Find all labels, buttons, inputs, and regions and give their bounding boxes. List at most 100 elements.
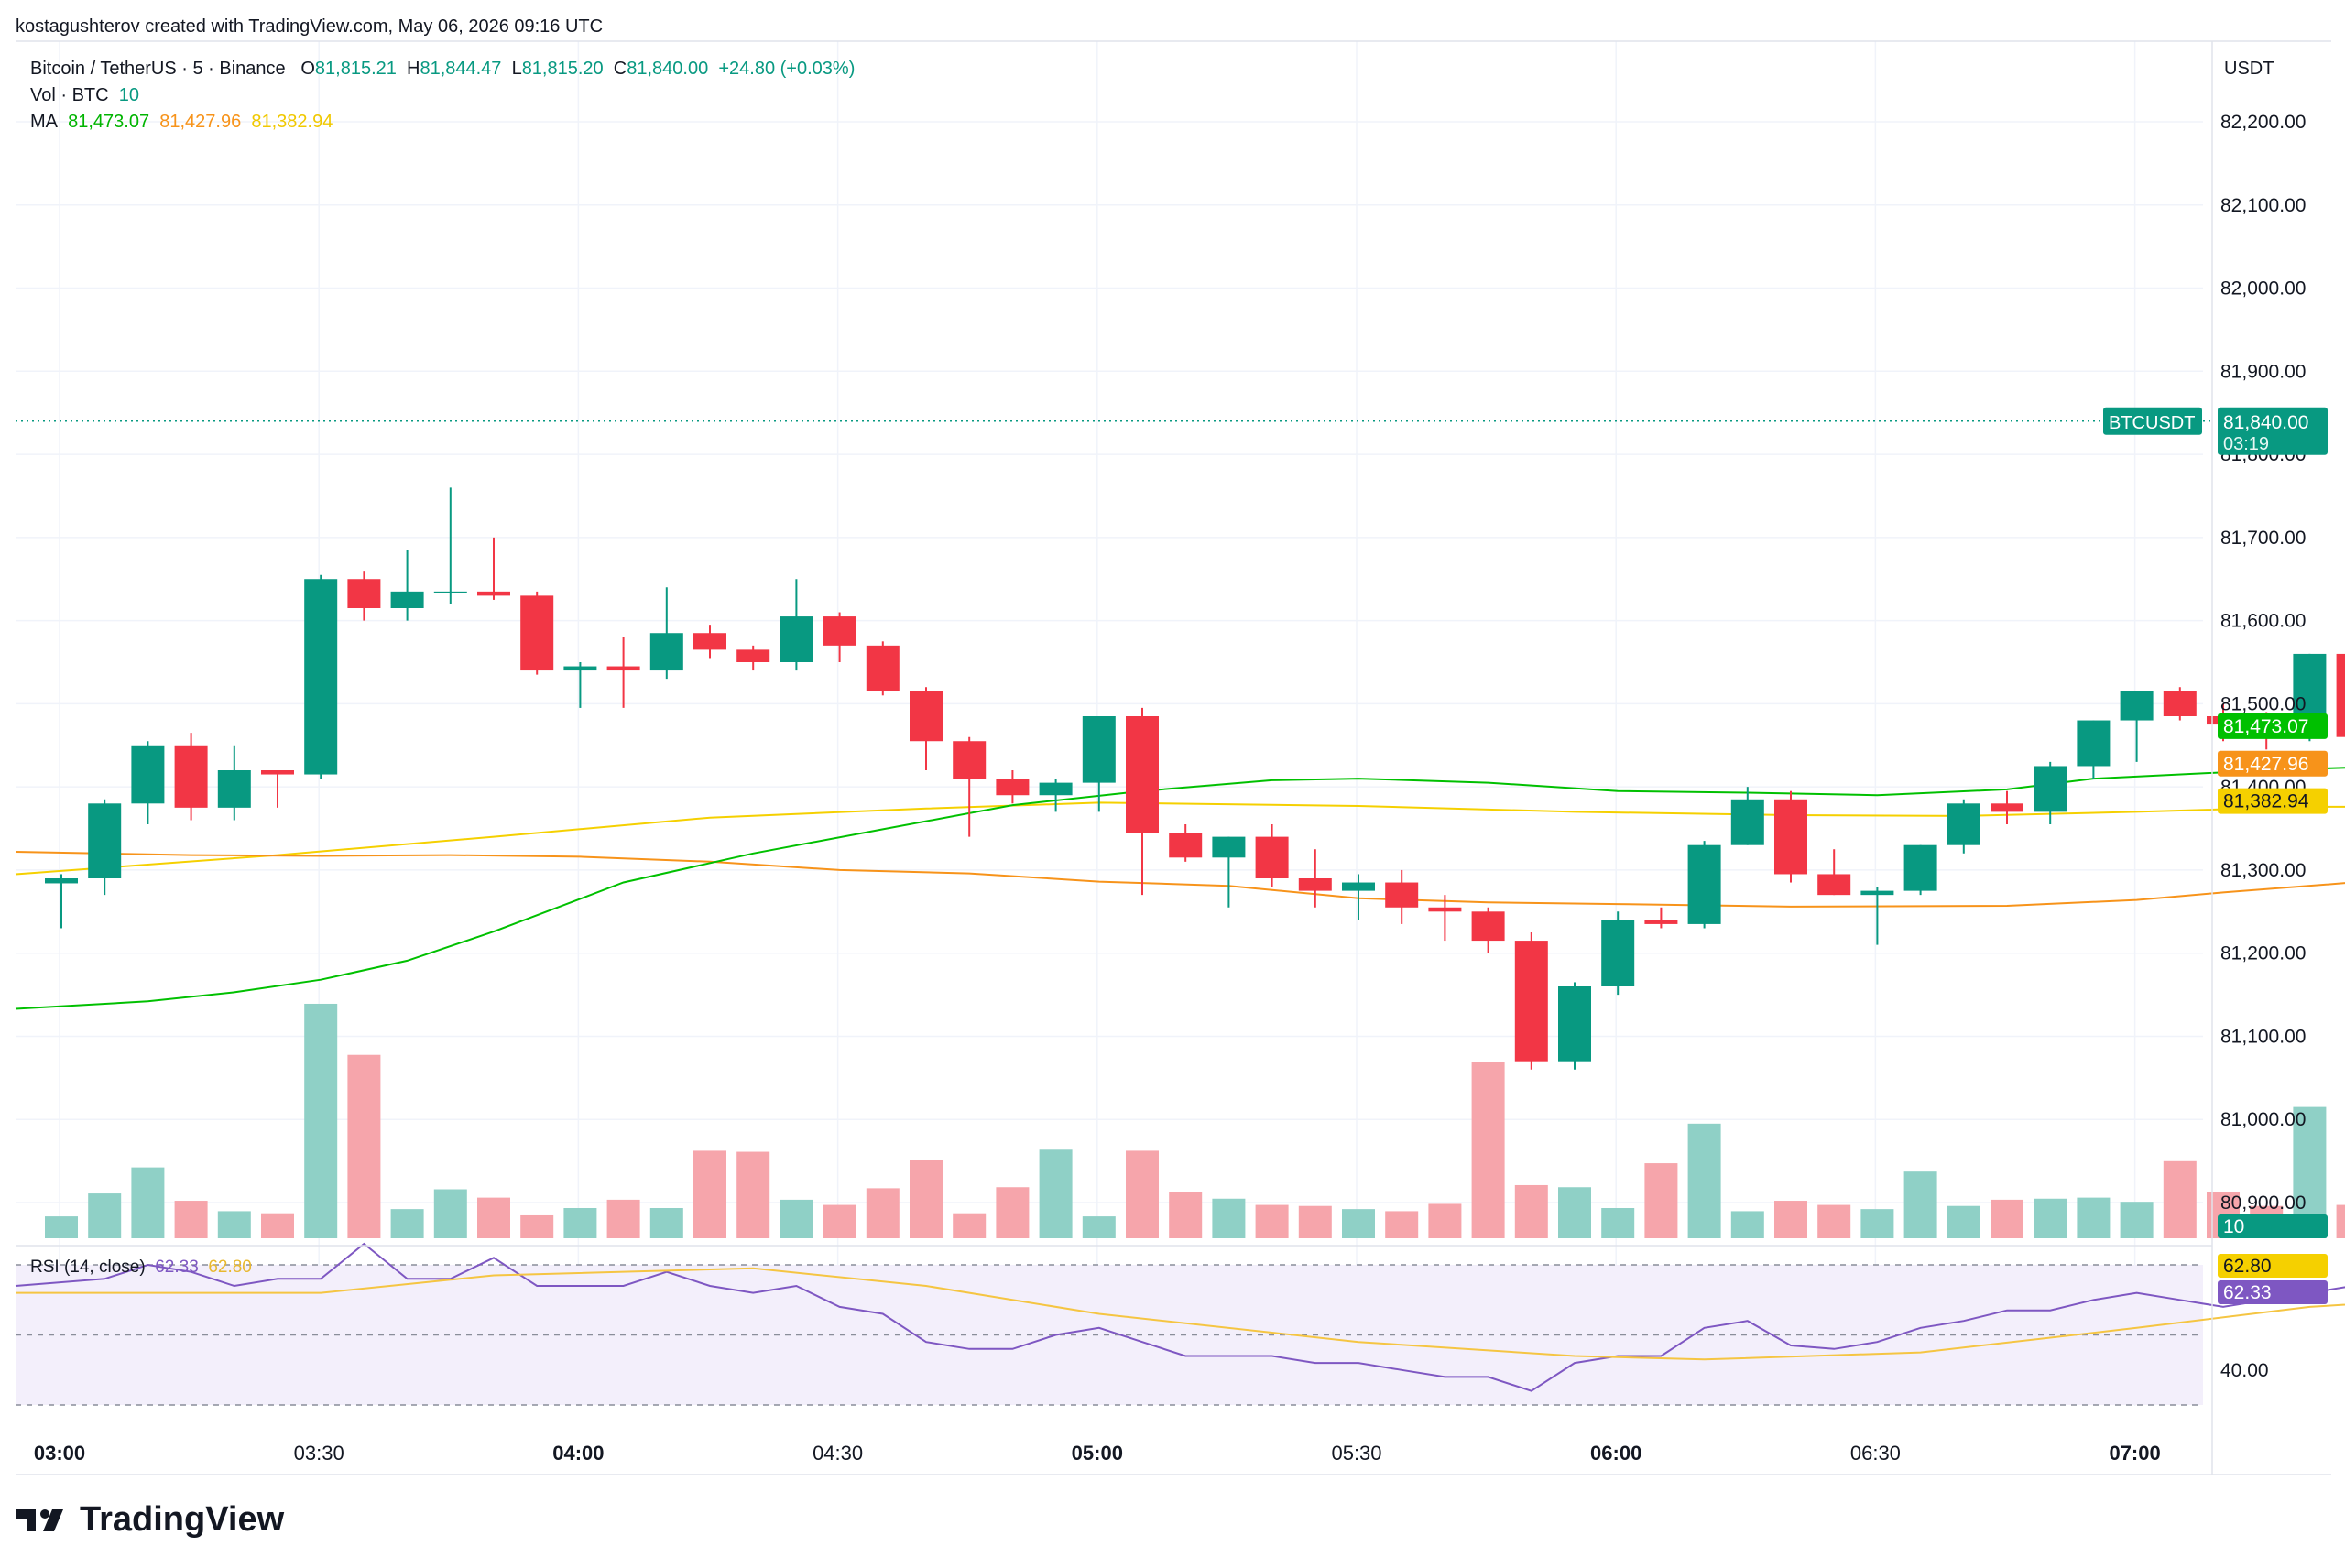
- candle-body: [996, 779, 1030, 796]
- candle-body: [1730, 799, 1764, 845]
- candle-body: [45, 878, 78, 884]
- tradingview-logo[interactable]: TradingView: [16, 1500, 284, 1540]
- legend-symbol-row: Bitcoin / TetherUS · 5 · Binance O 81,815…: [30, 59, 855, 80]
- rsi-lines: [15, 1242, 2345, 1392]
- ma-mid-line: [15, 851, 2345, 908]
- moving-averages: [15, 420, 2345, 1010]
- volume-bar: [390, 1209, 424, 1238]
- candle-body: [953, 741, 987, 779]
- volume-bar: [1126, 1150, 1159, 1238]
- time-tick-label: 05:00: [1072, 1442, 1123, 1465]
- candle-body: [2077, 720, 2110, 767]
- volume-bar: [1601, 1208, 1635, 1238]
- close-value: 81,840.00: [627, 59, 709, 79]
- candle-body: [1903, 844, 1937, 891]
- ma-mid-value: 81,427.96: [159, 112, 242, 132]
- symbol-tag: BTCUSDT: [2109, 413, 2195, 433]
- price-tick-label: 81,600.00: [2220, 611, 2306, 632]
- volume-bar: [823, 1204, 856, 1238]
- rsi-legend[interactable]: RSI (14, close) 62.33 62.80: [30, 1258, 252, 1278]
- price-tag-countdown: 03:19: [2223, 434, 2269, 454]
- candle-body: [88, 803, 122, 878]
- rsi-label: RSI (14, close): [30, 1258, 146, 1277]
- candle-body: [1991, 803, 2023, 812]
- ma-fast-line: [15, 767, 2345, 1010]
- volume-bar: [1817, 1204, 1851, 1238]
- volume-label: Vol · BTC: [30, 85, 109, 105]
- volume-bar: [1687, 1123, 1721, 1238]
- candle-body: [1082, 716, 1116, 783]
- currency-label[interactable]: USDT: [2224, 59, 2274, 79]
- price-tick-label: 80,900.00: [2220, 1192, 2306, 1214]
- price-tick-label: 82,200.00: [2220, 112, 2306, 133]
- candle-body: [736, 649, 770, 662]
- price-tick-label: 81,200.00: [2220, 943, 2306, 964]
- price-tick-label: 81,100.00: [2220, 1026, 2306, 1047]
- volume-bar: [2163, 1160, 2197, 1238]
- time-tick-label: 03:30: [294, 1442, 344, 1465]
- volume-bar: [1860, 1209, 1894, 1238]
- volume-bar: [131, 1167, 165, 1238]
- candle-body: [1601, 920, 1635, 986]
- price-tag-bg: [2218, 407, 2328, 455]
- rsi-tag-bg: [2218, 1280, 2328, 1304]
- brand-name: TradingView: [80, 1500, 285, 1539]
- legend-ma-row[interactable]: MA 81,473.07 81,427.96 81,382.94: [30, 112, 333, 133]
- close-label: C: [613, 59, 627, 79]
- candle-body: [1817, 874, 1851, 896]
- candle-body: [823, 616, 856, 646]
- volume-bar: [1039, 1149, 1073, 1238]
- candle-body: [433, 591, 467, 593]
- time-tick-label: 04:00: [552, 1442, 604, 1465]
- candle-body: [304, 579, 338, 775]
- volume-bar: [953, 1213, 987, 1238]
- volume-bar: [1514, 1184, 1548, 1238]
- volume-bar: [1558, 1187, 1591, 1238]
- candle-body: [1342, 882, 1375, 891]
- ma-slow-value: 81,382.94: [251, 112, 333, 132]
- volume-bar: [1385, 1211, 1419, 1238]
- time-tick-label: 05:30: [1331, 1442, 1381, 1465]
- candle-body: [1385, 882, 1419, 908]
- symbol-tag-bg: [2103, 407, 2202, 435]
- volume-bar: [2120, 1202, 2154, 1238]
- volume-bar: [2077, 1197, 2110, 1238]
- candle-body: [1298, 878, 1332, 891]
- volume-bar: [910, 1160, 943, 1238]
- candlesticks: [45, 487, 2345, 1070]
- ma-fast-tag-bg: [2218, 713, 2328, 739]
- low-value: 81,815.20: [521, 59, 604, 79]
- ma-label: MA: [30, 112, 58, 132]
- rsi-pane: [16, 1264, 2203, 1406]
- candle-body: [1687, 844, 1721, 924]
- candle-body: [693, 633, 726, 650]
- candle-body: [1428, 907, 1462, 912]
- candle-body: [2163, 691, 2197, 716]
- candle-body: [1558, 986, 1591, 1062]
- volume-bar: [866, 1188, 900, 1238]
- volume-bar: [1644, 1163, 1678, 1238]
- volume-bars: [45, 1003, 2345, 1238]
- open-label: O: [300, 59, 315, 79]
- volume-bar: [347, 1054, 381, 1238]
- candle-body: [910, 691, 943, 742]
- volume-bar: [2336, 1204, 2345, 1238]
- volume-tag: 10: [2223, 1216, 2244, 1237]
- candle-body: [1644, 920, 1678, 924]
- rsi-ma-tag: 62.80: [2223, 1256, 2272, 1277]
- symbol-name[interactable]: Bitcoin / TetherUS · 5 · Binance: [30, 59, 286, 79]
- ma-slow-tag: 81,382.94: [2223, 791, 2309, 812]
- candle-body: [1126, 716, 1159, 833]
- candle-body: [1039, 782, 1073, 796]
- legend-volume-row[interactable]: Vol · BTC 10: [30, 85, 139, 106]
- candle-body: [2120, 691, 2154, 721]
- candle-body: [563, 666, 597, 671]
- candle-body: [866, 645, 900, 691]
- volume-tag-bg: [2218, 1214, 2328, 1238]
- volume-bar: [780, 1199, 813, 1238]
- candle-body: [2336, 653, 2345, 737]
- tradingview-logo-icon: [16, 1508, 63, 1531]
- candle-body: [261, 770, 294, 775]
- volume-bar: [736, 1151, 770, 1238]
